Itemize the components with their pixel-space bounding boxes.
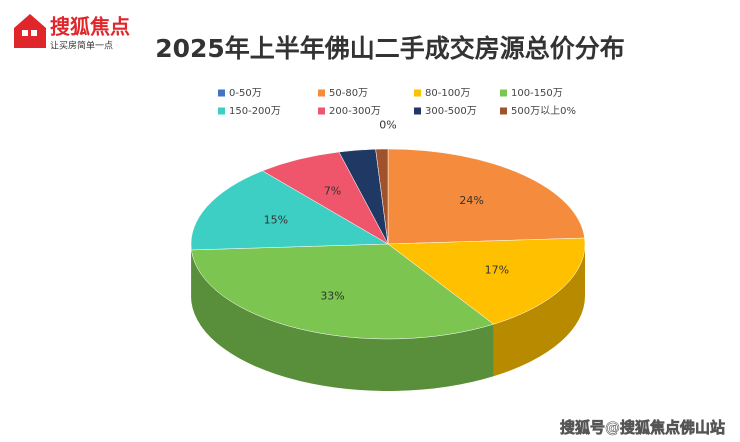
legend-swatch — [500, 89, 507, 97]
legend-swatch — [218, 89, 225, 97]
chart-title: 2025年上半年佛山二手成交房源总价分布 — [155, 34, 625, 63]
legend-swatch — [318, 107, 325, 115]
pie-slice — [190, 170, 389, 251]
legend-swatch — [414, 107, 421, 115]
data-label: 17% — [485, 264, 509, 277]
legend-label: 300-500万 — [425, 106, 477, 117]
legend-label: 200-300万 — [329, 106, 381, 117]
legend-label: 150-200万 — [229, 106, 281, 117]
pie-tops — [190, 148, 586, 340]
logo-brand: 搜狐焦点 — [50, 15, 130, 39]
logo-window — [31, 30, 37, 36]
pie-slice — [375, 148, 389, 245]
legend-label: 0-50万 — [229, 88, 262, 99]
pie-sides — [191, 244, 585, 392]
legend-label: 50-80万 — [329, 88, 368, 99]
data-label: 0% — [379, 119, 396, 132]
data-label: 24% — [459, 194, 483, 207]
legend-swatch — [318, 89, 325, 97]
logo: 搜狐焦点 让买房简单一点 — [14, 14, 130, 52]
legend-swatch — [218, 107, 225, 115]
logo-window — [22, 30, 28, 36]
pie-slice — [387, 237, 586, 325]
pie-side — [493, 244, 585, 377]
legend-label: 80-100万 — [425, 88, 470, 99]
legend-label: 500万以上0% — [511, 105, 576, 117]
legend-label: 100-150万 — [511, 88, 563, 99]
logo-icon — [14, 14, 46, 48]
data-label: 7% — [324, 185, 341, 198]
pie-slice — [387, 148, 585, 245]
legend-swatch — [500, 107, 507, 115]
data-label: 33% — [320, 289, 344, 302]
pie-side — [191, 249, 494, 392]
watermark: 搜狐号@搜狐焦点佛山站 — [560, 419, 725, 437]
legend-swatch — [414, 89, 421, 97]
data-label: 15% — [264, 214, 288, 227]
pie-slice — [191, 243, 495, 340]
logo-slogan: 让买房简单一点 — [50, 40, 113, 52]
